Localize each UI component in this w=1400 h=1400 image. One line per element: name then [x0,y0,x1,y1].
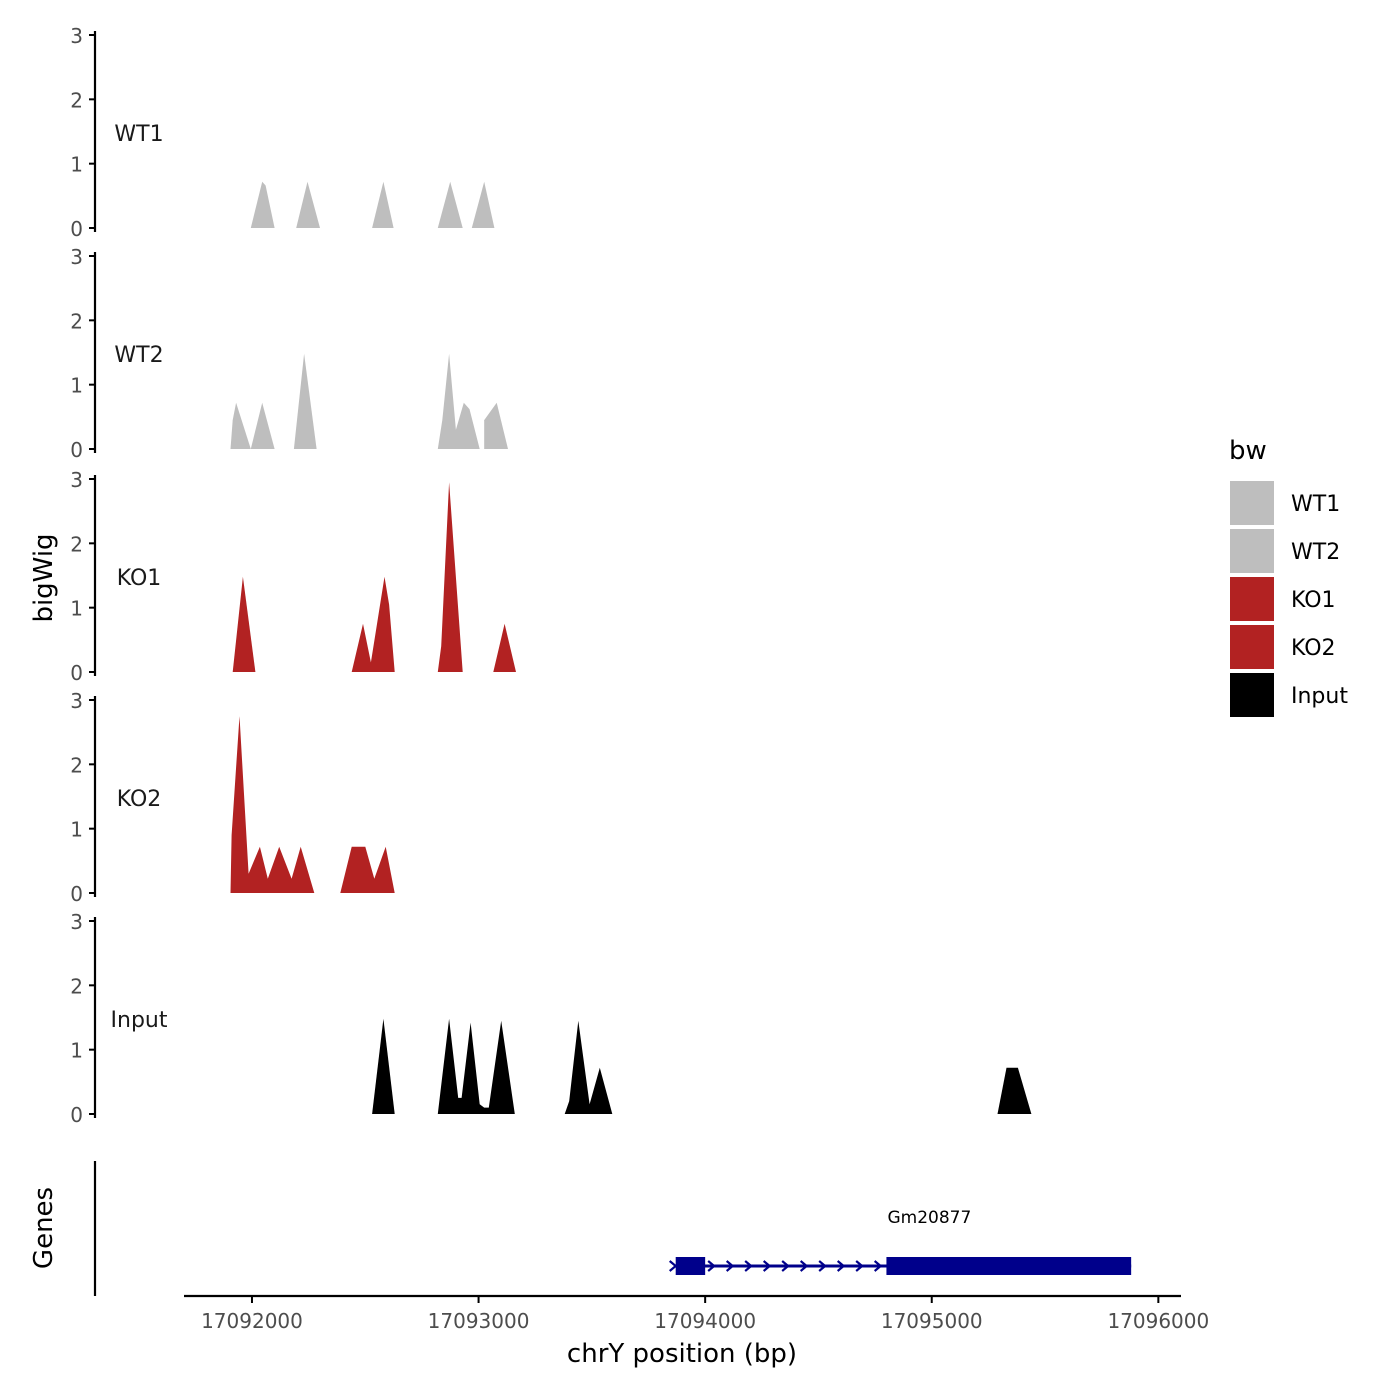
coverage-peak [250,402,275,449]
legend-label-wt2: WT2 [1291,540,1340,565]
coverage-peak [437,482,463,672]
genes-axis-title: Genes [29,1187,59,1269]
y-tick-label: 0 [70,438,83,462]
x-axis-title: chrY position (bp) [567,1339,797,1369]
coverage-peak [437,1018,515,1114]
legend-swatch-ko1 [1228,575,1276,623]
coverage-peak [564,1020,613,1114]
legend-label-wt1: WT1 [1291,492,1340,517]
coverage-peak [296,181,320,228]
legend-label-ko1: KO1 [1291,588,1336,613]
y-tick-label: 1 [70,374,83,398]
y-tick-label: 1 [70,818,83,842]
track-label: KO2 [117,787,162,812]
track-label: KO1 [117,566,162,591]
legend-swatch-ko2 [1228,623,1276,671]
legend-label-input: Input [1291,684,1348,709]
x-axis: 17092000 17093000 17094000 17095000 17096000 [184,1294,1209,1333]
strand-arrow [818,1260,827,1272]
y-tick-label: 2 [70,753,83,777]
x-tick-label: 17095000 [881,1309,983,1333]
coverage-peak [372,181,394,228]
coverage-peak [230,716,315,893]
y-tick-label: 1 [70,153,83,177]
y-tick-label: 1 [70,1039,83,1063]
coverage-peak [340,846,395,893]
coverage-peak [437,353,480,449]
legend-title: bw [1229,436,1267,466]
strand-arrow [855,1260,864,1272]
strand-arrow [668,1260,678,1272]
x-tick-label: 17092000 [201,1309,303,1333]
y-tick-label: 0 [70,661,83,685]
gene-exon [675,1257,706,1275]
track-label: Input [111,1008,168,1033]
legend-swatch-wt2 [1228,527,1276,575]
strand-arrow [707,1260,716,1272]
track-input: 0 1 2 3 Input [70,910,1032,1127]
y-tick-label: 3 [70,468,83,492]
coverage-peak [293,353,317,449]
y-tick-label: 2 [70,309,83,333]
gene-gm20877: Gm20877 [668,1208,1132,1275]
track-label: WT1 [114,122,163,147]
coverage-peak [250,181,275,228]
track-wt2: 0 1 2 3 WT2 [70,245,508,462]
y-tick-label: 0 [70,1103,83,1127]
y-tick-label: 2 [70,532,83,556]
legend-swatch-wt1 [1228,479,1276,527]
legend-swatch-input [1228,671,1276,719]
strand-arrow [744,1260,753,1272]
y-tick-label: 0 [70,882,83,906]
track-ko1: 0 1 2 3 KO1 [70,468,516,685]
coverage-peak [471,181,495,228]
strand-arrow [781,1260,790,1272]
legend-label-ko2: KO2 [1291,636,1336,661]
genes-panel: Gm20877 [93,1161,1132,1296]
y-tick-label: 3 [70,245,83,269]
strand-arrow [873,1260,883,1272]
y-tick-label: 0 [70,217,83,241]
track-wt1: 0 1 2 3 WT1 [70,24,495,241]
strand-arrow [725,1260,735,1272]
legend: bw WT1 WT2 KO1 KO2 Input [1228,436,1348,719]
y-tick-label: 3 [70,24,83,48]
y-axis-title: bigWig [29,533,59,622]
coverage-peak [997,1067,1032,1114]
gene-exon [886,1257,1132,1275]
gene-name-label: Gm20877 [888,1208,972,1228]
x-tick-label: 17096000 [1107,1309,1209,1333]
bigwig-tracks: 0 1 2 3 WT1 0 1 2 3 WT2 0 1 2 3 KO1 0 1 2 3 KO2 0 1 2 3 Input [70,24,1032,1127]
coverage-peak [230,402,251,449]
coverage-peak [493,623,516,672]
coverage-peak [232,576,256,672]
track-ko2: 0 1 2 3 KO2 [70,689,395,906]
strand-arrow [762,1260,772,1272]
y-tick-label: 3 [70,910,83,934]
coverage-peak [372,1018,395,1114]
strand-arrow [836,1260,846,1272]
coverage-peak [437,181,463,228]
y-tick-label: 3 [70,689,83,713]
coverage-peak [484,402,508,449]
y-tick-label: 2 [70,974,83,998]
coverage-peak [351,576,395,672]
x-tick-label: 17094000 [654,1309,756,1333]
y-tick-label: 1 [70,597,83,621]
strand-arrow [799,1260,809,1272]
x-tick-label: 17093000 [428,1309,530,1333]
track-label: WT2 [114,343,163,368]
y-tick-label: 2 [70,88,83,112]
